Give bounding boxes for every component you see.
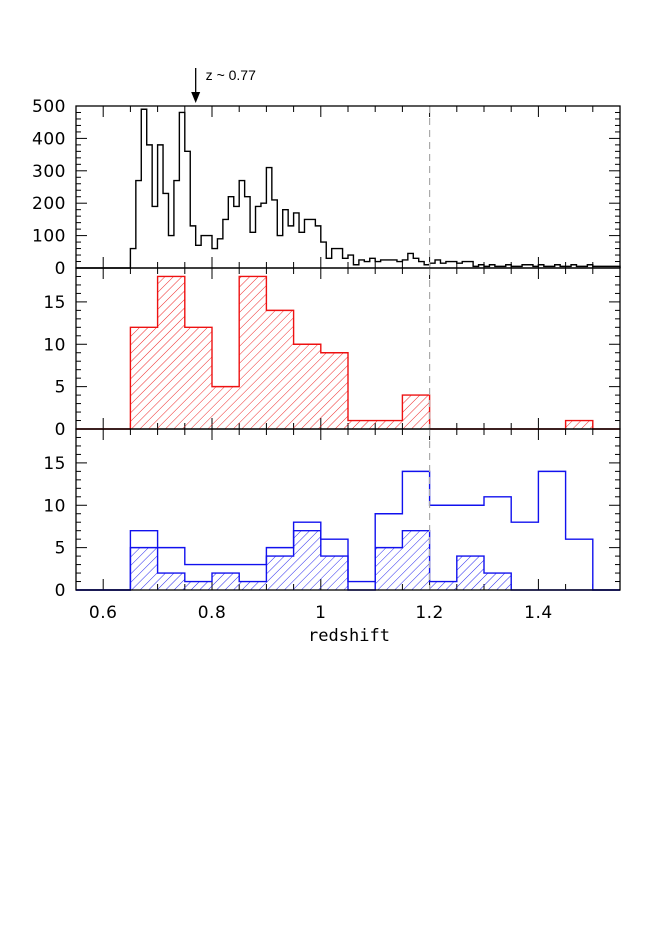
x-tick-labels: 0.6 0.8 1 1.2 1.4 <box>89 603 553 623</box>
y-tick-label: 5 <box>55 539 66 559</box>
panel-1: 0 100 200 300 400 500 <box>32 97 621 279</box>
x-tick-label: 1.4 <box>524 603 553 623</box>
panel-2: 0 5 10 15 <box>43 267 621 440</box>
y-tick-label: 500 <box>32 97 66 117</box>
annotation: z ~ 0.77 <box>191 67 256 103</box>
y-tick-label: 100 <box>32 227 66 247</box>
histogram-series-3-2 <box>76 529 620 591</box>
y-tick-label: 300 <box>32 162 66 182</box>
x-tick-label: 0.6 <box>89 603 118 623</box>
y-tick-label: 10 <box>43 335 66 355</box>
y-tick-label: 15 <box>43 293 66 313</box>
panel-3: 0 5 10 15 <box>43 428 621 601</box>
panels-layer: 0 100 200 300 400 500 0 5 10 15 0 5 10 15 0.6 0.8 1 1.2 1.… <box>32 97 621 623</box>
y-tick-label: 15 <box>43 454 66 474</box>
histogram-series-1-1 <box>76 108 621 269</box>
y-tick-label: 200 <box>32 194 66 214</box>
histogram-series-2-1 <box>76 275 620 430</box>
histogram-series-3-1 <box>76 470 620 591</box>
y-tick-label: 0 <box>55 420 66 440</box>
y-tick-label: 0 <box>55 259 66 279</box>
annotation-label: z ~ 0.77 <box>206 67 256 83</box>
x-axis-title: redshift <box>308 626 390 646</box>
panel-frame <box>75 428 621 591</box>
y-tick-label: 400 <box>32 129 66 149</box>
annotation-arrow-head <box>191 92 201 103</box>
y-tick-label: 10 <box>43 496 66 516</box>
y-tick-label: 5 <box>55 378 66 398</box>
x-tick-label: 1.2 <box>415 603 444 623</box>
x-tick-label: 1 <box>315 603 326 623</box>
x-tick-label: 0.8 <box>198 603 227 623</box>
y-tick-label: 0 <box>55 581 66 601</box>
